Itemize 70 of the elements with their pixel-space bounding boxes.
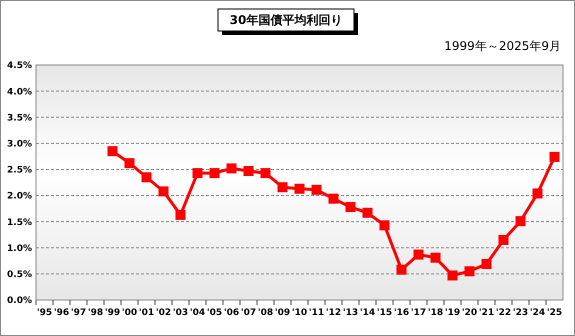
point: [210, 168, 220, 178]
point: [278, 182, 288, 192]
x-tick-label: '08: [258, 308, 274, 318]
x-tick-label: '04: [190, 308, 206, 318]
x-tick-label: '20: [462, 308, 478, 318]
point: [294, 184, 304, 194]
point: [244, 166, 254, 176]
x-tick-label: '09: [274, 308, 290, 318]
x-tick-label: '24: [530, 308, 546, 318]
x-tick-label: '18: [428, 308, 444, 318]
x-tick-label: '19: [444, 308, 460, 318]
point: [328, 194, 338, 204]
point: [124, 158, 134, 168]
y-tick-label: 1.0%: [7, 244, 32, 254]
x-tick-label: '22: [496, 308, 512, 318]
y-tick-label: 2.0%: [7, 192, 32, 202]
x-tick-label: '17: [410, 308, 426, 318]
point: [516, 216, 526, 226]
point: [464, 266, 474, 276]
x-tick-label: '14: [360, 308, 376, 318]
x-tick-label: '10: [292, 308, 308, 318]
point: [108, 146, 118, 156]
point: [532, 188, 542, 198]
x-tick-label: '97: [70, 308, 86, 318]
point: [430, 252, 440, 263]
x-tick-label: '96: [54, 308, 70, 318]
point: [312, 184, 322, 195]
point: [226, 163, 236, 174]
x-tick-label: '23: [512, 308, 528, 318]
y-tick-label: 0.0%: [7, 296, 32, 306]
y-tick-label: 3.0%: [7, 139, 32, 150]
point: [414, 250, 424, 260]
x-tick-label: '15: [376, 308, 392, 318]
point: [498, 234, 508, 245]
y-tick-label: 4.0%: [7, 87, 32, 98]
point: [192, 168, 202, 178]
chart-subtitle: 1999年～2025年9月: [444, 39, 561, 53]
point: [362, 208, 372, 218]
x-tick-label: '13: [342, 308, 358, 318]
x-tick-label: '00: [122, 308, 138, 318]
x-tick-label: '95: [36, 308, 52, 318]
y-tick-label: 4.5%: [7, 61, 32, 72]
x-tick-label: '11: [308, 308, 324, 318]
point: [176, 210, 186, 220]
point: [396, 264, 406, 275]
y-tick-label: 0.5%: [7, 270, 32, 280]
point: [346, 202, 356, 212]
x-tick-label: '07: [240, 308, 256, 318]
chart-title: 30年国債平均利回り: [230, 13, 342, 28]
point: [550, 152, 560, 162]
point: [260, 168, 270, 178]
x-tick-label: '16: [394, 308, 410, 318]
point: [482, 258, 492, 269]
x-tick-label: '01: [138, 308, 154, 318]
point: [142, 172, 152, 182]
y-tick-label: 2.5%: [7, 166, 32, 176]
point: [380, 220, 390, 230]
x-tick-label: '03: [172, 308, 188, 318]
x-tick-label: '02: [156, 308, 172, 318]
x-tick-label: '05: [206, 308, 222, 318]
x-tick-label: '06: [224, 308, 240, 318]
x-tick-label: '21: [478, 308, 494, 318]
point: [158, 186, 168, 196]
x-tick-label: '25: [546, 308, 562, 318]
y-tick-label: 3.5%: [7, 113, 32, 124]
x-tick-label: '99: [104, 308, 120, 318]
x-tick-label: '12: [326, 308, 342, 318]
point: [448, 270, 458, 280]
x-tick-label: '98: [88, 308, 104, 318]
y-tick-label: 1.5%: [7, 218, 32, 228]
